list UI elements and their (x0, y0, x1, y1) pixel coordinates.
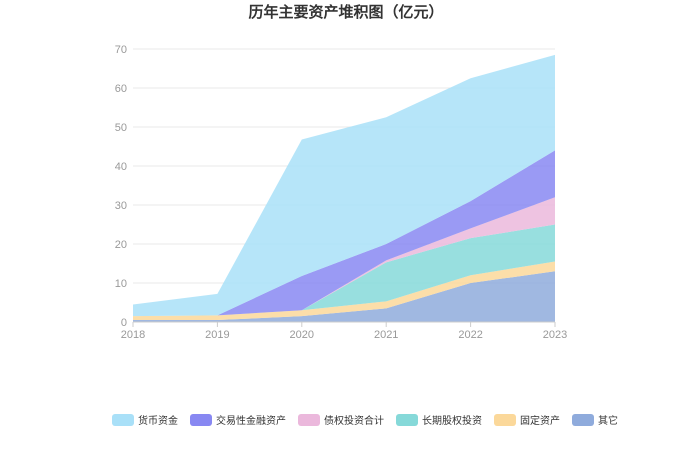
chart-title: 历年主要资产堆积图（亿元） (248, 3, 443, 21)
area-series (133, 261, 555, 321)
x-tick-label: 2020 (290, 329, 314, 341)
area-series (133, 224, 555, 317)
y-tick-label: 0 (121, 317, 127, 329)
legend-swatch[interactable] (112, 414, 134, 426)
x-tick-label: 2021 (374, 329, 398, 341)
x-tick-label: 2018 (121, 329, 145, 341)
legend-swatch[interactable] (494, 414, 516, 426)
legend-swatch[interactable] (572, 414, 594, 426)
area-series (133, 54, 555, 317)
area-series (133, 150, 555, 317)
legend-label[interactable]: 货币资金 (138, 414, 178, 427)
x-tick-label: 2019 (205, 329, 229, 341)
y-tick-label: 20 (115, 239, 127, 251)
y-tick-label: 40 (115, 161, 127, 173)
y-tick-label: 60 (115, 83, 127, 95)
y-tick-label: 30 (115, 200, 127, 212)
x-tick-label: 2023 (543, 329, 567, 341)
legend-swatch[interactable] (298, 414, 320, 426)
area-series (133, 271, 555, 322)
y-tick-label: 70 (115, 44, 127, 56)
y-tick-label: 50 (115, 122, 127, 134)
y-tick-label: 10 (115, 278, 127, 290)
legend: 货币资金 交易性金融资产 债权投资合计 长期股权投资 固定资产 其它 (112, 414, 618, 427)
legend-label[interactable]: 其它 (598, 414, 618, 427)
legend-label[interactable]: 交易性金融资产 (216, 414, 286, 427)
legend-label[interactable]: 长期股权投资 (422, 414, 482, 427)
x-tick-label: 2022 (458, 329, 482, 341)
legend-swatch[interactable] (396, 414, 418, 426)
area-series-layer (133, 54, 555, 322)
axes: 0 10 20 30 40 50 60 70 2018 2019 2020 2021 2022 2023 (115, 44, 567, 341)
legend-swatch[interactable] (190, 414, 212, 426)
legend-label[interactable]: 固定资产 (520, 414, 560, 427)
legend-label[interactable]: 债权投资合计 (324, 414, 384, 427)
